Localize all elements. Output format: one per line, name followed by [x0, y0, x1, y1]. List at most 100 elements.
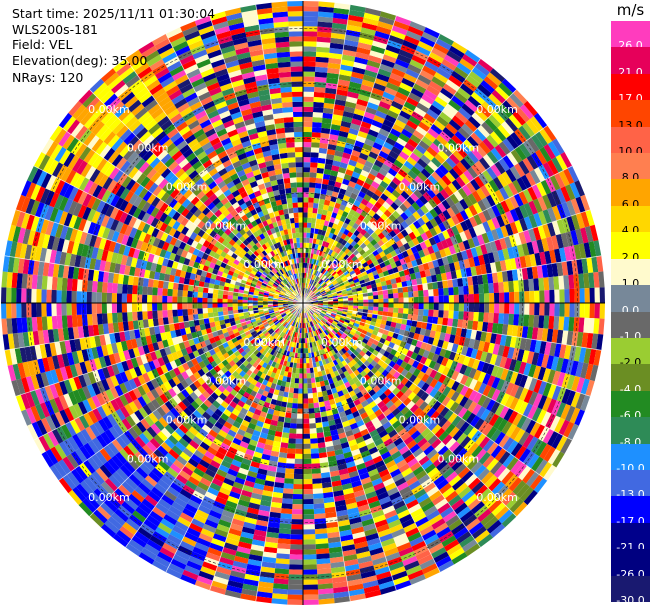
radar-gate [318, 250, 323, 256]
radar-gate [498, 313, 505, 324]
radar-gate [423, 113, 437, 124]
radar-gate [314, 528, 328, 535]
radar-gate [312, 238, 317, 244]
radar-gate [311, 243, 316, 249]
radar-gate [307, 378, 312, 384]
radar-gate [369, 246, 377, 253]
radar-gate [383, 49, 399, 59]
radar-gate [576, 258, 584, 275]
radar-gate [319, 219, 326, 226]
radar-gate [430, 185, 440, 196]
radar-gate [404, 187, 414, 197]
radar-gate [489, 68, 506, 83]
radar-gate [313, 288, 318, 293]
radar-gate [347, 14, 364, 23]
radar-gate [329, 216, 336, 224]
radar-gate [420, 168, 432, 179]
radar-gate [417, 217, 426, 227]
radar-gate [361, 315, 367, 320]
radar-gate [287, 443, 296, 449]
radar-gate [309, 279, 312, 285]
radar-gate [335, 248, 342, 255]
radar-gate [468, 303, 475, 312]
radar-gate [293, 388, 299, 394]
radar-gate [393, 303, 399, 308]
radar-gate [429, 330, 436, 339]
radar-gate [448, 245, 457, 255]
radar-gate [442, 219, 451, 230]
radar-gate [317, 278, 322, 284]
radar-gate [433, 288, 439, 297]
radar-gate [485, 263, 492, 274]
radar-gate [303, 589, 319, 595]
radar-gate [397, 86, 411, 97]
radar-gate [343, 305, 349, 308]
radar-gate [303, 247, 306, 253]
radar-gate [354, 56, 369, 65]
radar-gate [418, 309, 424, 316]
radar-gate [505, 96, 520, 111]
radar-gate [303, 147, 312, 153]
radar-gate [504, 303, 510, 314]
radar-gate [303, 524, 315, 530]
radar-gate [354, 140, 365, 148]
radar-gate [313, 233, 318, 239]
radar-gate [437, 178, 448, 189]
radar-gate [410, 87, 424, 99]
radar-gate [362, 116, 374, 125]
radar-gate [514, 163, 526, 178]
radar-gate [332, 297, 338, 300]
radar-gate [303, 101, 314, 107]
radar-gate [303, 187, 310, 193]
radar-gate [366, 284, 372, 290]
radar-gate [378, 150, 389, 160]
radar-gate [294, 468, 303, 475]
radar-gate [519, 204, 529, 219]
radar-gate [425, 220, 434, 230]
radar-gate [323, 220, 330, 227]
radar-gate [534, 340, 542, 354]
radar-gate [565, 184, 576, 201]
radar-gate [303, 599, 319, 605]
radar-gate [481, 232, 490, 244]
radar-gate [319, 256, 324, 262]
radar-gate [367, 292, 374, 297]
radar-gate [427, 127, 440, 139]
radar-gate [455, 269, 463, 279]
radar-gate [400, 237, 408, 246]
radar-gate [428, 289, 434, 297]
radar-gate [313, 275, 317, 281]
radar-gate [312, 478, 322, 484]
radar-gate [303, 468, 312, 475]
radar-gate [303, 197, 309, 203]
radar-gate [362, 165, 372, 173]
radar-gate [365, 189, 375, 198]
radar-gate [556, 219, 566, 234]
radar-gate [566, 200, 576, 216]
radar-gate [338, 74, 352, 82]
radar-gate [501, 270, 509, 282]
radar-gate [347, 277, 354, 283]
radar-gate [421, 223, 430, 233]
radar-gate [381, 266, 388, 273]
radar-gate [303, 141, 312, 148]
radar-gate [386, 316, 393, 322]
radar-gate [374, 78, 388, 87]
radar-gate [451, 225, 460, 236]
radar-gate [313, 259, 317, 265]
radar-gate [500, 225, 509, 238]
radar-gate [415, 198, 425, 208]
radar-gate [290, 539, 303, 545]
radar-gate [306, 268, 309, 274]
radar-gate [339, 162, 349, 169]
radar-gate [445, 237, 454, 248]
radar-gate [331, 27, 347, 35]
radar-gate [531, 266, 539, 279]
radar-gate [290, 544, 303, 550]
radar-gate [521, 243, 530, 256]
radar-gate [324, 265, 330, 271]
radar-gate [580, 227, 589, 244]
radar-gate [549, 249, 557, 264]
radar-gate [418, 249, 426, 258]
radar-gate [363, 224, 371, 232]
